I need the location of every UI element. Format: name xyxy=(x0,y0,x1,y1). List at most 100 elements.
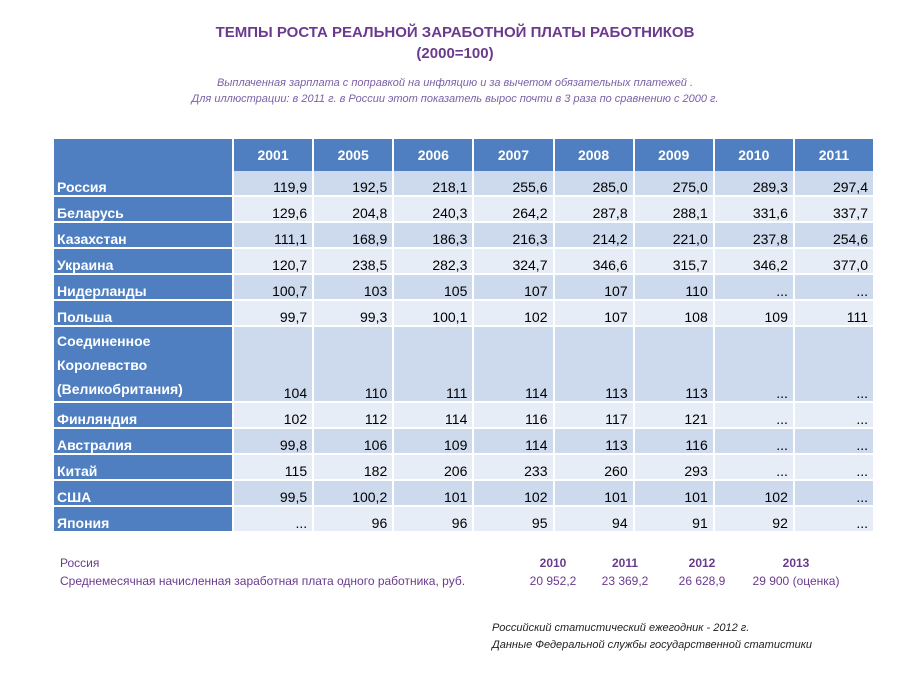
header-year: 2005 xyxy=(314,139,393,171)
value-cell: 264,2 xyxy=(474,197,553,223)
value-cell: 100,1 xyxy=(394,301,473,327)
value-cell: 95 xyxy=(474,507,553,533)
value-cell: 119,9 xyxy=(234,171,313,197)
country-cell: Украина xyxy=(54,249,232,275)
value-cell: ... xyxy=(714,429,793,455)
page-title: ТЕМПЫ РОСТА РЕАЛЬНОЙ ЗАРАБОТНОЙ ПЛАТЫ РА… xyxy=(0,22,900,64)
value-cell: ... xyxy=(714,403,793,429)
header-year: 2008 xyxy=(554,139,633,171)
table-row: Беларусь 129,6 204,8 240,3 264,2 287,8 288,1 33… xyxy=(54,197,873,223)
value-cell: 99,8 xyxy=(234,429,313,455)
value-cell: ... xyxy=(794,481,873,507)
country-cell: Австралия xyxy=(54,429,232,455)
value-cell: 101 xyxy=(634,481,713,507)
value-cell: 107 xyxy=(554,301,633,327)
title-line-1: ТЕМПЫ РОСТА РЕАЛЬНОЙ ЗАРАБОТНОЙ ПЛАТЫ РА… xyxy=(215,24,695,41)
header-year: 2001 xyxy=(234,139,313,171)
table-header-row: 2001 2005 2006 2007 2008 2009 2010 2011 xyxy=(54,139,873,171)
value-cell: 113 xyxy=(634,327,713,403)
country-name-line: Соединенное xyxy=(57,333,151,349)
header-year: 2007 xyxy=(474,139,553,171)
table-row: Япония... 96 96 95 94 91 92... xyxy=(54,507,873,533)
header-year: 2009 xyxy=(634,139,713,171)
table-row: Польша 99,7 99,3 100,1 102 107 108 109 111 xyxy=(54,301,873,327)
value-cell: 289,3 xyxy=(714,171,793,197)
value-cell: ... xyxy=(714,275,793,301)
value-cell: 99,7 xyxy=(234,301,313,327)
value-cell: ... xyxy=(794,455,873,481)
value-cell: 238,5 xyxy=(314,249,393,275)
table-row: Украина 120,7 238,5 282,3 324,7 346,6 315,7 346… xyxy=(54,249,873,275)
value-cell: ... xyxy=(794,327,873,403)
value-cell: 282,3 xyxy=(394,249,473,275)
value-cell: 113 xyxy=(554,327,633,403)
value-cell: 346,2 xyxy=(714,249,793,275)
value-cell: 116 xyxy=(474,403,553,429)
value-cell: 337,7 xyxy=(794,197,873,223)
salary-year: 2013 xyxy=(782,556,810,570)
value-cell: 96 xyxy=(394,507,473,533)
value-cell: 101 xyxy=(554,481,633,507)
value-cell: 94 xyxy=(554,507,633,533)
salary-country-label: Россия xyxy=(60,556,100,570)
value-cell: 218,1 xyxy=(394,171,473,197)
value-cell: 260 xyxy=(554,455,633,481)
value-cell: 186,3 xyxy=(394,223,473,249)
salary-year: 2010 xyxy=(539,556,567,570)
value-cell: ... xyxy=(794,275,873,301)
country-cell: Беларусь xyxy=(54,197,232,223)
value-cell: 168,9 xyxy=(314,223,393,249)
value-cell: 109 xyxy=(394,429,473,455)
value-cell: ... xyxy=(794,403,873,429)
header-year: 2006 xyxy=(394,139,473,171)
value-cell: 102 xyxy=(474,301,553,327)
value-cell: 111 xyxy=(794,301,873,327)
value-cell: ... xyxy=(794,507,873,533)
wage-growth-table: 2001 2005 2006 2007 2008 2009 2010 2011 … xyxy=(52,139,875,533)
value-cell: 104 xyxy=(234,327,313,403)
country-cell: Казахстан xyxy=(54,223,232,249)
value-cell: 112 xyxy=(314,403,393,429)
value-cell: 121 xyxy=(634,403,713,429)
value-cell: 91 xyxy=(634,507,713,533)
value-cell: 111 xyxy=(394,327,473,403)
value-cell: 113 xyxy=(554,429,633,455)
value-cell: 96 xyxy=(314,507,393,533)
value-cell: 182 xyxy=(314,455,393,481)
value-cell: 114 xyxy=(474,327,553,403)
header-year: 2010 xyxy=(714,139,793,171)
value-cell: 377,0 xyxy=(794,249,873,275)
value-cell: 288,1 xyxy=(634,197,713,223)
value-cell: 115 xyxy=(234,455,313,481)
value-cell: 105 xyxy=(394,275,473,301)
table-row: Казахстан 111,1 168,9 186,3 216,3 214,2 221,0 2… xyxy=(54,223,873,249)
value-cell: 101 xyxy=(394,481,473,507)
value-cell: 114 xyxy=(394,403,473,429)
value-cell: 285,0 xyxy=(554,171,633,197)
header-corner xyxy=(54,139,232,171)
value-cell: 192,5 xyxy=(314,171,393,197)
salary-value: 23 369,2 xyxy=(601,574,649,588)
value-cell: 117 xyxy=(554,403,633,429)
value-cell: 216,3 xyxy=(474,223,553,249)
value-cell: 108 xyxy=(634,301,713,327)
table-row: США 99,5 100,2 101 102 101 101 102... xyxy=(54,481,873,507)
country-cell: Япония xyxy=(54,507,232,533)
subtitle: Выплаченная зарплата с поправкой на инфл… xyxy=(0,75,900,107)
table-row: Австралия 99,8 106 109 114 113 116...... xyxy=(54,429,873,455)
value-cell: 315,7 xyxy=(634,249,713,275)
value-cell: ... xyxy=(714,327,793,403)
value-cell: 100,2 xyxy=(314,481,393,507)
value-cell: 324,7 xyxy=(474,249,553,275)
country-cell: Китай xyxy=(54,455,232,481)
value-cell: 110 xyxy=(314,327,393,403)
value-cell: 206 xyxy=(394,455,473,481)
value-cell: 102 xyxy=(474,481,553,507)
header-year: 2011 xyxy=(794,139,873,171)
source-line-1: Российский статистический ежегодник - 20… xyxy=(492,622,750,634)
value-cell: 99,5 xyxy=(234,481,313,507)
value-cell: 102 xyxy=(234,403,313,429)
value-cell: 107 xyxy=(554,275,633,301)
value-cell: 346,6 xyxy=(554,249,633,275)
value-cell: 233 xyxy=(474,455,553,481)
